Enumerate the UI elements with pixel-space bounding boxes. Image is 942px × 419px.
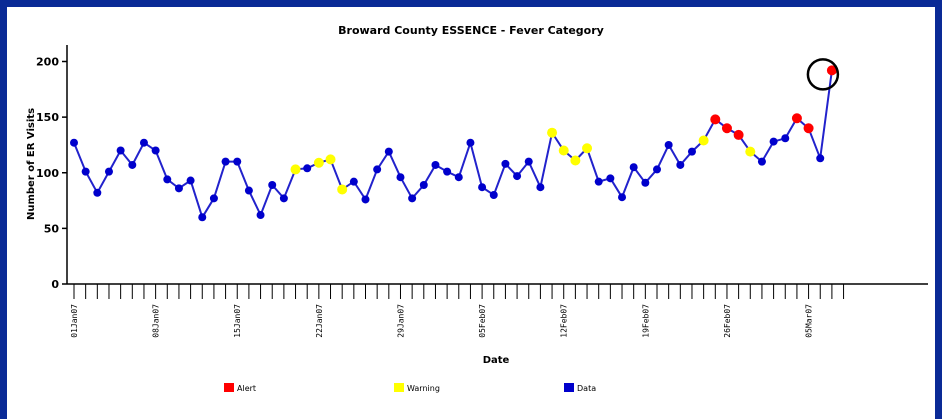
legend-label-data: Data — [577, 384, 596, 393]
data-point — [128, 160, 137, 169]
warning-point — [582, 143, 593, 154]
data-point — [221, 157, 230, 166]
y-tick-label: 0 — [51, 278, 59, 291]
legend: Alert Warning Data — [224, 383, 596, 393]
data-point — [781, 134, 790, 143]
chart-title: Broward County ESSENCE - Fever Category — [338, 24, 604, 37]
data-point — [70, 138, 78, 147]
x-tick-label: 22Jan07 — [315, 304, 324, 338]
data-point — [664, 140, 673, 149]
x-tick-label: 29Jan07 — [396, 304, 405, 338]
data-point — [431, 160, 440, 169]
data-point — [116, 146, 125, 155]
legend-swatch-alert — [224, 383, 234, 392]
alert-point — [803, 123, 814, 134]
warning-point — [325, 154, 336, 165]
data-point — [653, 165, 661, 174]
warning-point — [698, 135, 709, 146]
data-point — [757, 157, 766, 166]
data-point — [454, 173, 463, 182]
data-point — [256, 211, 265, 220]
data-point — [816, 154, 825, 163]
data-point — [594, 177, 603, 186]
warning-point — [337, 184, 348, 195]
data-point — [478, 183, 487, 192]
x-axis-label: Date — [483, 355, 510, 366]
alert-point — [733, 129, 744, 140]
y-tick-label: 100 — [36, 167, 59, 180]
data-point — [408, 194, 417, 203]
data-point — [373, 165, 382, 174]
data-point — [198, 213, 207, 222]
data-point — [629, 163, 638, 172]
x-tick-label: 05Mar07 — [805, 304, 814, 338]
data-point — [279, 194, 288, 203]
y-tick-label: 50 — [44, 222, 60, 235]
data-point — [419, 180, 428, 189]
x-tick-label: 26Feb07 — [723, 304, 732, 338]
data-point — [618, 193, 627, 202]
data-point — [676, 160, 685, 169]
data-point — [687, 147, 696, 156]
data-point — [209, 194, 218, 203]
data-point — [466, 138, 475, 147]
warning-point — [570, 155, 581, 166]
data-point — [384, 147, 393, 156]
x-tick-label: 08Jan07 — [152, 304, 161, 338]
legend-swatch-warning — [394, 383, 404, 392]
data-point — [174, 184, 183, 193]
warning-point — [745, 146, 756, 157]
data-point — [244, 186, 253, 195]
axes: 0 50 100 150 200 01Jan07 08Jan07 15Jan07 22Jan07… — [36, 45, 928, 338]
legend-label-alert: Alert — [237, 384, 256, 393]
data-point — [396, 173, 405, 182]
chart-frame: Broward County ESSENCE - Fever Category … — [7, 7, 935, 419]
alert-point — [710, 114, 721, 125]
warning-point — [547, 127, 558, 138]
alert-point — [791, 113, 802, 124]
x-tick-label: 01Jan07 — [70, 304, 79, 338]
data-point — [641, 178, 650, 187]
plot-area — [70, 58, 840, 222]
data-point — [443, 167, 452, 176]
x-tick-label: 12Feb07 — [560, 304, 569, 338]
y-tick-label: 200 — [36, 56, 59, 69]
y-axis-label: Number of ER Visits — [26, 108, 37, 220]
data-point — [104, 167, 113, 176]
data-point — [513, 172, 522, 181]
y-tick-label: 150 — [36, 111, 59, 124]
highlight-ring — [806, 58, 840, 91]
warning-point — [290, 164, 301, 175]
alert-point — [721, 123, 732, 134]
x-tick-label: 15Jan07 — [233, 304, 242, 338]
data-point — [163, 175, 172, 184]
data-point — [349, 177, 358, 186]
data-point — [536, 183, 545, 192]
data-point — [93, 188, 102, 197]
data-point — [769, 137, 778, 146]
data-point — [139, 138, 148, 147]
data-point — [489, 191, 498, 199]
data-point — [186, 176, 195, 185]
x-tick-label: 05Feb07 — [478, 304, 487, 338]
data-point — [303, 164, 312, 173]
legend-label-warning: Warning — [407, 384, 440, 393]
warning-point — [558, 145, 569, 156]
data-point — [361, 195, 370, 204]
series-line — [73, 70, 833, 220]
warning-point — [313, 157, 324, 168]
data-point — [151, 146, 160, 155]
data-point — [606, 174, 615, 183]
data-point — [501, 159, 510, 168]
data-point — [268, 180, 277, 189]
chart-canvas: Broward County ESSENCE - Fever Category … — [26, 24, 928, 393]
alert-point — [826, 65, 837, 76]
data-point — [524, 157, 533, 166]
x-tick-label: 19Feb07 — [641, 304, 650, 338]
legend-swatch-data — [564, 383, 574, 392]
data-point — [81, 167, 90, 176]
data-point — [233, 157, 242, 166]
